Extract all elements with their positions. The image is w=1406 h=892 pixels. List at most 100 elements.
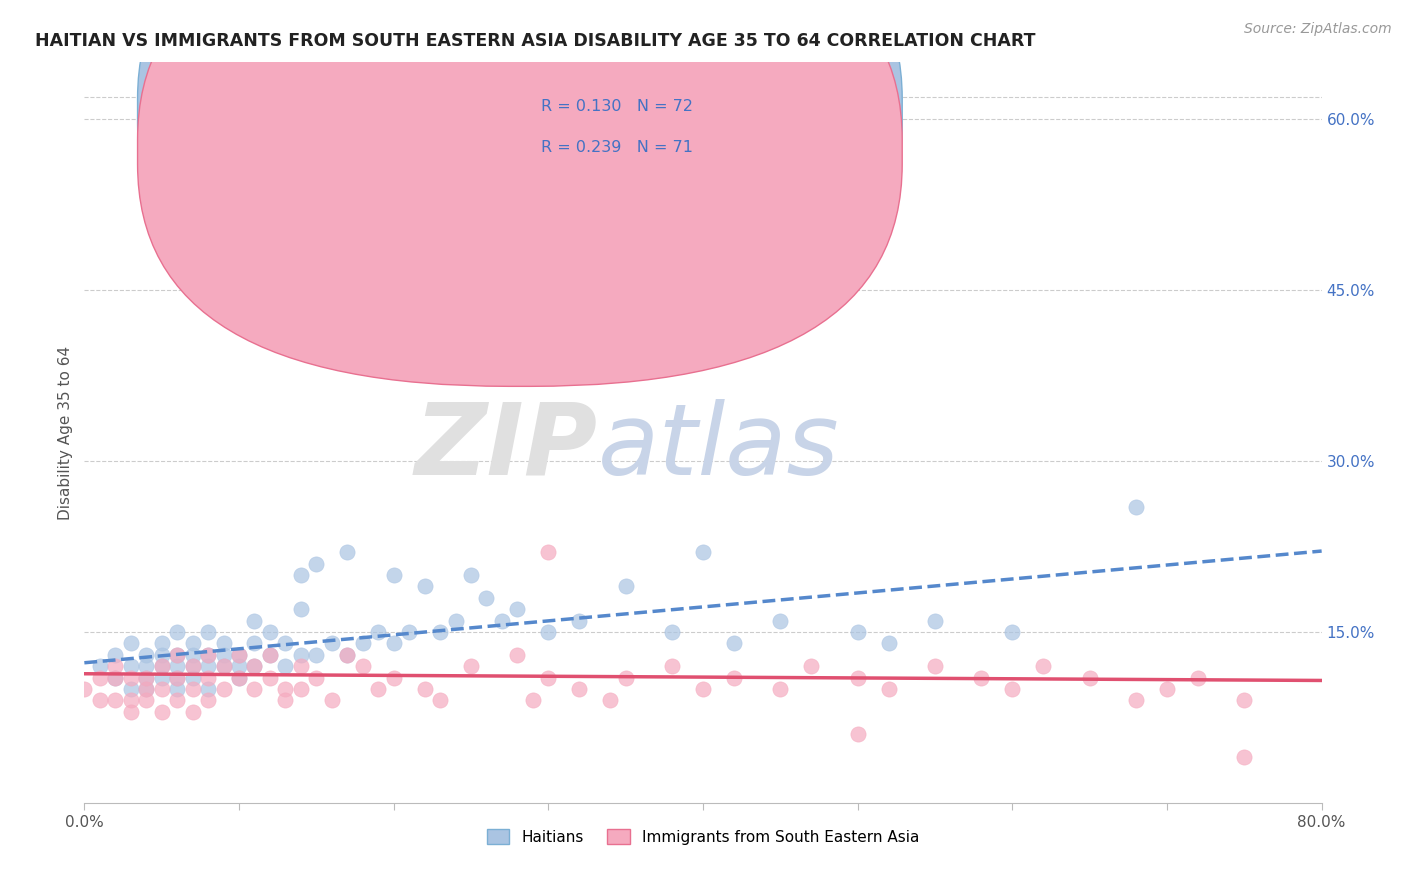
Point <box>413 579 436 593</box>
Point <box>120 636 142 650</box>
Point <box>305 671 328 685</box>
Point <box>197 648 219 662</box>
Point <box>723 671 745 685</box>
Point <box>135 671 157 685</box>
Point <box>1187 671 1209 685</box>
Point <box>769 681 792 696</box>
Point <box>692 545 714 559</box>
Point <box>382 636 405 650</box>
Point <box>723 636 745 650</box>
Point <box>846 671 869 685</box>
Point <box>661 624 683 639</box>
Point <box>181 671 204 685</box>
Point <box>1078 671 1101 685</box>
Point <box>166 693 188 707</box>
Point <box>877 681 900 696</box>
Point <box>537 671 560 685</box>
Point <box>692 681 714 696</box>
Point <box>243 614 266 628</box>
Text: ZIP: ZIP <box>415 399 598 496</box>
Point <box>506 648 529 662</box>
Point <box>104 693 127 707</box>
Point <box>537 624 560 639</box>
Point <box>181 681 204 696</box>
Point <box>228 648 250 662</box>
Point <box>274 693 297 707</box>
Point <box>135 671 157 685</box>
Point <box>568 614 591 628</box>
Point <box>135 681 157 696</box>
Point <box>166 648 188 662</box>
Point <box>444 614 467 628</box>
Point <box>150 681 173 696</box>
Point <box>166 671 188 685</box>
Point <box>150 671 173 685</box>
Point <box>166 648 188 662</box>
Point <box>120 659 142 673</box>
Point <box>352 659 374 673</box>
Point <box>382 568 405 582</box>
Point <box>475 227 498 241</box>
Point <box>150 648 173 662</box>
Point <box>460 659 482 673</box>
Point <box>243 636 266 650</box>
Point <box>413 681 436 696</box>
Point <box>104 648 127 662</box>
Point <box>197 659 219 673</box>
Point <box>352 636 374 650</box>
Text: R = 0.239   N = 71: R = 0.239 N = 71 <box>541 140 693 155</box>
Point <box>1001 624 1024 639</box>
Point <box>73 681 96 696</box>
Legend: Haitians, Immigrants from South Eastern Asia: Haitians, Immigrants from South Eastern … <box>481 822 925 851</box>
Point <box>305 648 328 662</box>
Point <box>104 671 127 685</box>
FancyBboxPatch shape <box>138 0 903 386</box>
Point <box>181 659 204 673</box>
Point <box>259 624 281 639</box>
Point <box>228 659 250 673</box>
Point <box>243 681 266 696</box>
Point <box>846 624 869 639</box>
Point <box>1125 500 1147 514</box>
Point <box>924 614 946 628</box>
Point <box>800 659 823 673</box>
Point <box>166 681 188 696</box>
Point <box>166 624 188 639</box>
Point <box>336 545 359 559</box>
Point <box>228 671 250 685</box>
Text: Source: ZipAtlas.com: Source: ZipAtlas.com <box>1244 22 1392 37</box>
Point <box>321 693 343 707</box>
Point <box>274 636 297 650</box>
Point <box>212 659 235 673</box>
Point <box>290 659 312 673</box>
Point <box>367 681 389 696</box>
Point <box>104 671 127 685</box>
Point <box>429 693 451 707</box>
Point <box>212 681 235 696</box>
Point <box>506 602 529 616</box>
Point <box>259 671 281 685</box>
Point <box>197 671 219 685</box>
Point <box>243 659 266 673</box>
Point <box>166 659 188 673</box>
Point <box>135 648 157 662</box>
Point <box>181 648 204 662</box>
Point <box>212 648 235 662</box>
Point <box>568 681 591 696</box>
Point <box>1156 681 1178 696</box>
Point <box>1233 693 1256 707</box>
Point <box>1001 681 1024 696</box>
Point <box>197 693 219 707</box>
Point <box>290 568 312 582</box>
Point <box>321 636 343 650</box>
Point <box>475 591 498 605</box>
Point <box>537 545 560 559</box>
Point <box>336 648 359 662</box>
Point <box>120 705 142 719</box>
Point <box>150 705 173 719</box>
Point <box>120 693 142 707</box>
Point <box>197 624 219 639</box>
Point <box>212 659 235 673</box>
Point <box>1125 693 1147 707</box>
Y-axis label: Disability Age 35 to 64: Disability Age 35 to 64 <box>58 345 73 520</box>
